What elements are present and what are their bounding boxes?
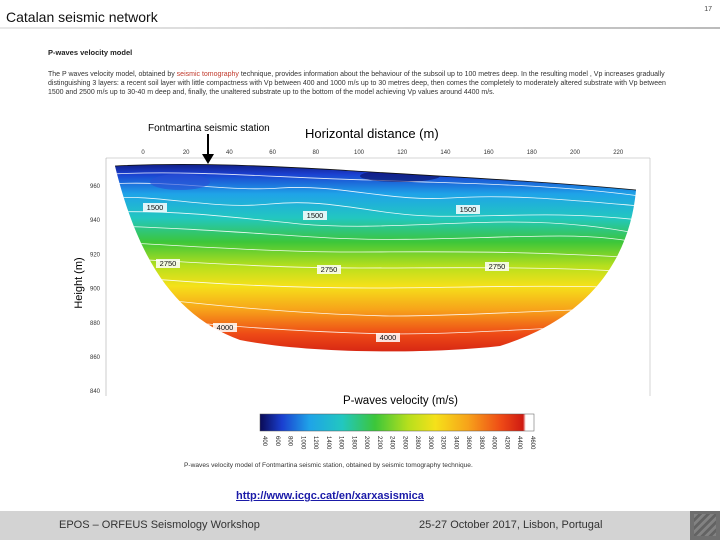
colorbar-tick-label: 2800 bbox=[414, 436, 420, 450]
colorbar-tick-label: 4000 bbox=[491, 436, 497, 450]
x-tick-labels: 0 20 40 60 80 100 120 140 160 180 200 220 bbox=[141, 150, 624, 156]
contour-label-bg bbox=[485, 262, 509, 271]
colorbar-tick-label: 3000 bbox=[427, 436, 433, 450]
y-tick-label: 940 bbox=[90, 218, 101, 224]
contour-label-bg bbox=[317, 265, 341, 274]
colorbar-tick-label: 4600 bbox=[529, 436, 535, 450]
contour-label: 2750 bbox=[489, 262, 506, 271]
contour-label: 4000 bbox=[380, 333, 397, 342]
y-tick-labels: 960 940 920 900 880 860 840 bbox=[90, 184, 101, 395]
slide-title: Catalan seismic network bbox=[6, 9, 158, 25]
colorbar-tick-label: 4200 bbox=[503, 436, 509, 450]
velocity-model-body bbox=[115, 164, 636, 352]
x-tick-label: 120 bbox=[397, 150, 408, 156]
contour-label-bg bbox=[156, 259, 180, 268]
x-tick-label: 160 bbox=[484, 150, 495, 156]
colorbar-tick-labels: 400 600 800 1000 1200 1400 1600 1800 2000 2200 240… bbox=[261, 436, 535, 450]
colorbar-tick-label: 2600 bbox=[401, 436, 407, 450]
colorbar-tick-label: 4400 bbox=[516, 436, 522, 450]
y-axis-title: Height (m) bbox=[73, 257, 85, 308]
colorbar-tick-label: 600 bbox=[274, 436, 280, 447]
document-heading: P-waves velocity model bbox=[48, 48, 133, 57]
document-body: The P waves velocity model, obtained by … bbox=[48, 70, 680, 97]
figure-caption: P-waves velocity model of Fontmartina se… bbox=[184, 462, 473, 469]
colorbar bbox=[259, 413, 535, 432]
x-tick-label: 100 bbox=[354, 150, 365, 156]
body-text-after: technique, provides information about th… bbox=[48, 71, 666, 96]
body-text-before: The P waves velocity model, obtained by bbox=[48, 71, 177, 78]
y-tick-label: 880 bbox=[90, 321, 101, 327]
x-tick-label: 0 bbox=[141, 150, 145, 156]
colorbar-tick-label: 1000 bbox=[299, 436, 305, 450]
contour-label: 4000 bbox=[217, 323, 234, 332]
contour-label-bg bbox=[213, 323, 237, 332]
x-tick-label: 220 bbox=[613, 150, 624, 156]
x-tick-label: 40 bbox=[226, 150, 233, 156]
x-axis-title: Horizontal distance (m) bbox=[305, 126, 439, 141]
colorbar-tick-label: 800 bbox=[287, 436, 293, 447]
colorbar-tick-label: 3400 bbox=[452, 436, 458, 450]
contour-label-bg bbox=[456, 205, 480, 214]
contour-label-bg bbox=[143, 203, 167, 212]
y-tick-label: 960 bbox=[90, 184, 101, 190]
velocity-model-figure: 0 20 40 60 80 100 120 140 160 180 200 220 960 940 920… bbox=[73, 134, 651, 450]
y-tick-label: 860 bbox=[90, 355, 101, 361]
x-tick-label: 80 bbox=[312, 150, 319, 156]
station-arrow bbox=[202, 134, 214, 164]
colorbar-tick-label: 3600 bbox=[465, 436, 471, 450]
contour-label: 1500 bbox=[307, 211, 324, 220]
contour-label-bg bbox=[303, 211, 327, 220]
y-tick-label: 900 bbox=[90, 287, 101, 293]
x-tick-label: 140 bbox=[440, 150, 451, 156]
station-label: Fontmartina seismic station bbox=[148, 123, 270, 134]
page-number: 17 bbox=[704, 6, 712, 13]
x-tick-label: 180 bbox=[527, 150, 538, 156]
footer-bar bbox=[0, 511, 720, 540]
footer-logo bbox=[690, 511, 720, 540]
contour-label: 2750 bbox=[160, 259, 177, 268]
contour-label: 1500 bbox=[147, 203, 164, 212]
colorbar-tick-label: 1200 bbox=[312, 436, 318, 450]
colorbar-tick-label: 400 bbox=[261, 436, 267, 447]
footer-event-name: EPOS – ORFEUS Seismology Workshop bbox=[59, 519, 260, 531]
colorbar-title: P-waves velocity (m/s) bbox=[343, 395, 459, 407]
colorbar-tick-label: 3800 bbox=[478, 436, 484, 450]
colorbar-tick-label: 1400 bbox=[325, 436, 331, 450]
colorbar-tick-label: 2000 bbox=[363, 436, 369, 450]
y-tick-label: 840 bbox=[90, 389, 101, 395]
model-outline bbox=[114, 163, 637, 191]
colorbar-tick-label: 2200 bbox=[376, 436, 382, 450]
title-divider bbox=[0, 27, 720, 29]
contour-label-bg bbox=[376, 333, 400, 342]
contour-label: 1500 bbox=[460, 205, 477, 214]
body-text-highlight: seismic tomography bbox=[176, 71, 239, 78]
icgc-link[interactable]: http://www.icgc.cat/en/xarxasismica bbox=[236, 490, 424, 502]
footer-event-date: 25-27 October 2017, Lisbon, Portugal bbox=[419, 519, 603, 531]
colorbar-tick-label: 1600 bbox=[338, 436, 344, 450]
x-tick-label: 200 bbox=[570, 150, 581, 156]
x-tick-label: 20 bbox=[183, 150, 190, 156]
contour-labels: 1500 1500 1500 2750 2750 2750 4000 4000 bbox=[143, 203, 509, 342]
x-tick-label: 60 bbox=[269, 150, 276, 156]
colorbar-tick-label: 3200 bbox=[440, 436, 446, 450]
colorbar-tick-label: 1800 bbox=[350, 436, 356, 450]
colorbar-tick-label: 2400 bbox=[389, 436, 395, 450]
contour-label: 2750 bbox=[321, 265, 338, 274]
y-tick-label: 920 bbox=[90, 252, 101, 258]
